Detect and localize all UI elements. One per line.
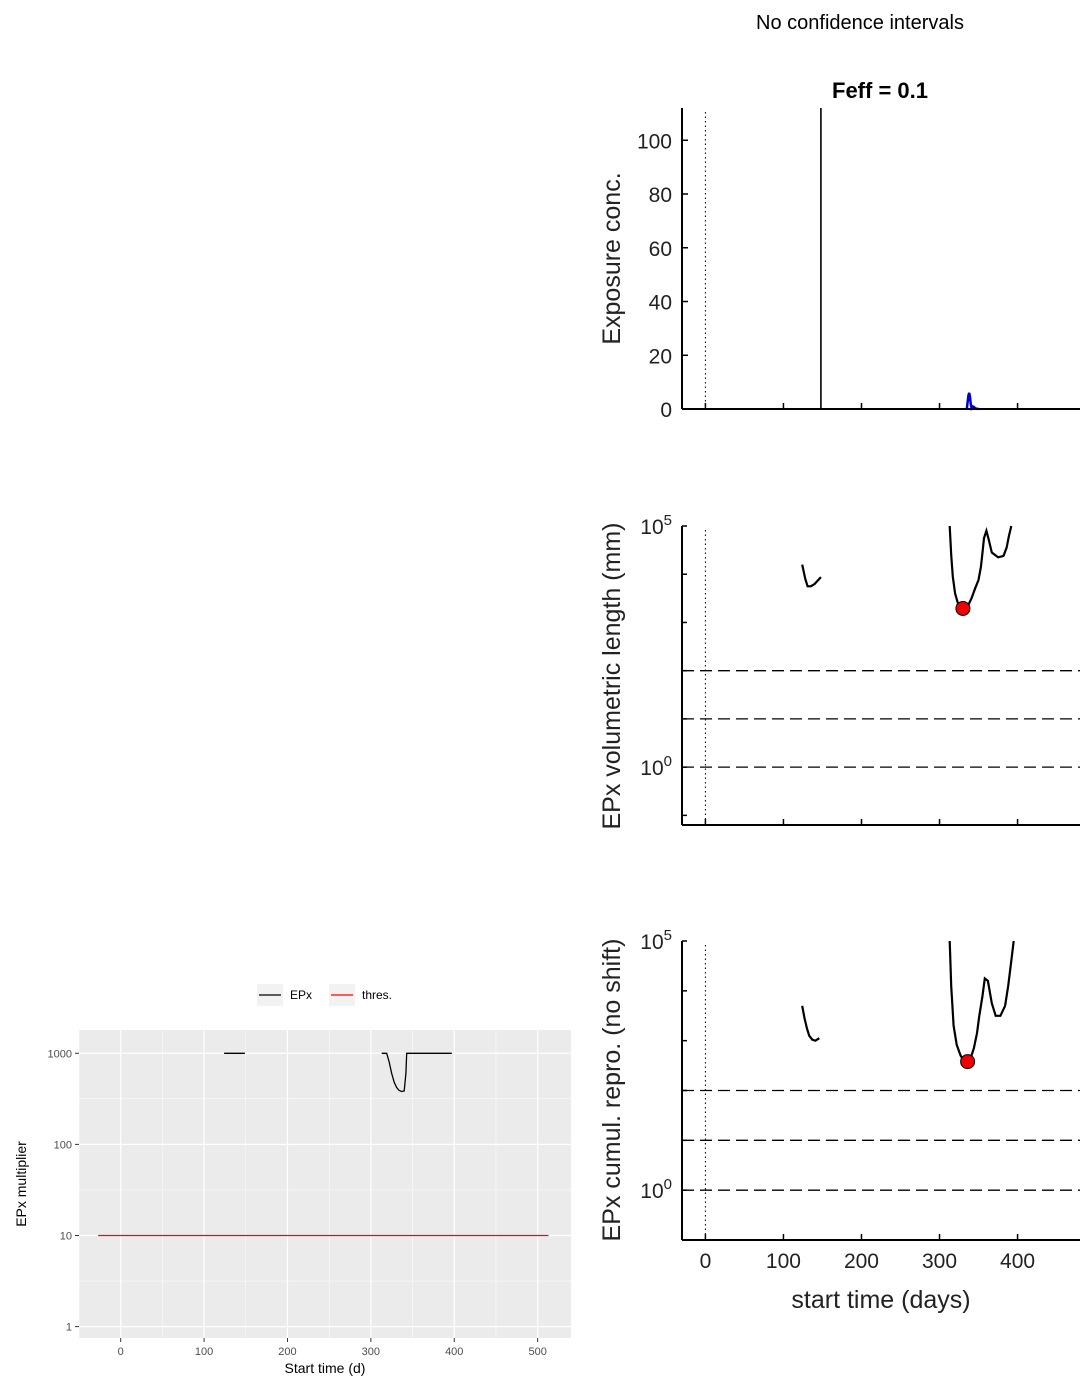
x-tick-label: 300 [922, 1250, 957, 1273]
figure-suptitle: No confidence intervals [756, 12, 964, 34]
x-tick-label: 500 [528, 1346, 546, 1358]
epx-length-chart: 105 100 EPx volumetric length (mm) [598, 512, 1080, 830]
y-tick-label: 40 [649, 292, 672, 315]
y-axis-label: EPx volumetric length (mm) [598, 522, 626, 829]
y-tick-label: 1000 [48, 1048, 72, 1060]
y-tick-label: 105 [640, 927, 672, 954]
y-tick-label: 105 [640, 512, 672, 539]
x-tick-label: 400 [1000, 1250, 1035, 1273]
epx-curve [948, 940, 1015, 1063]
y-tick-label: 1 [66, 1322, 72, 1334]
minimum-marker [960, 1054, 976, 1070]
x-axis-label: Start time (d) [285, 1360, 366, 1376]
y-tick-label: 100 [640, 753, 672, 780]
exposure-chart: 0 20 40 60 80 100 Exposure conc. [598, 108, 1080, 422]
x-tick-label: 0 [700, 1250, 712, 1273]
y-tick-label: 10 [60, 1230, 72, 1242]
x-axis-label: start time (days) [791, 1286, 970, 1314]
epx-multiplier-chart: 0 100 200 300 400 500 1 10 100 1000 Start time (d)… [13, 984, 580, 1376]
exposure-series-line [965, 392, 979, 412]
y-axis-label: Exposure conc. [598, 172, 626, 344]
x-tick-label: 100 [766, 1250, 801, 1273]
y-axis-label: EPx multiplier [13, 1141, 29, 1227]
x-tick-label: 0 [118, 1346, 124, 1358]
y-axis-label: EPx cumul. repro. (no shift) [598, 939, 626, 1242]
epx-repro-chart: 0 100 200 300 400 105 100 EPx cumul. repro. (no… [598, 927, 1080, 1314]
legend-label: EPx [290, 988, 312, 1002]
x-tick-label: 200 [278, 1346, 296, 1358]
epx-curve [801, 564, 822, 588]
x-tick-label: 200 [844, 1250, 879, 1273]
x-tick-label: 300 [362, 1346, 380, 1358]
plot-panel-background [79, 1030, 571, 1338]
series-line-epx [381, 1052, 452, 1093]
y-tick-label: 100 [640, 1176, 672, 1203]
y-tick-label: 0 [660, 399, 672, 422]
exposure-panel-title: Feff = 0.1 [832, 78, 928, 103]
epx-curve [948, 525, 1013, 610]
x-tick-label: 100 [195, 1346, 213, 1358]
legend-label: thres. [362, 988, 392, 1002]
minimum-marker [955, 600, 971, 616]
y-tick-label: 100 [54, 1139, 72, 1151]
y-tick-label: 100 [637, 130, 672, 153]
epx-curve [801, 1005, 820, 1042]
y-tick-label: 80 [649, 184, 672, 207]
x-tick-label: 400 [445, 1346, 463, 1358]
y-tick-label: 60 [649, 238, 672, 261]
y-tick-label: 20 [649, 345, 672, 368]
